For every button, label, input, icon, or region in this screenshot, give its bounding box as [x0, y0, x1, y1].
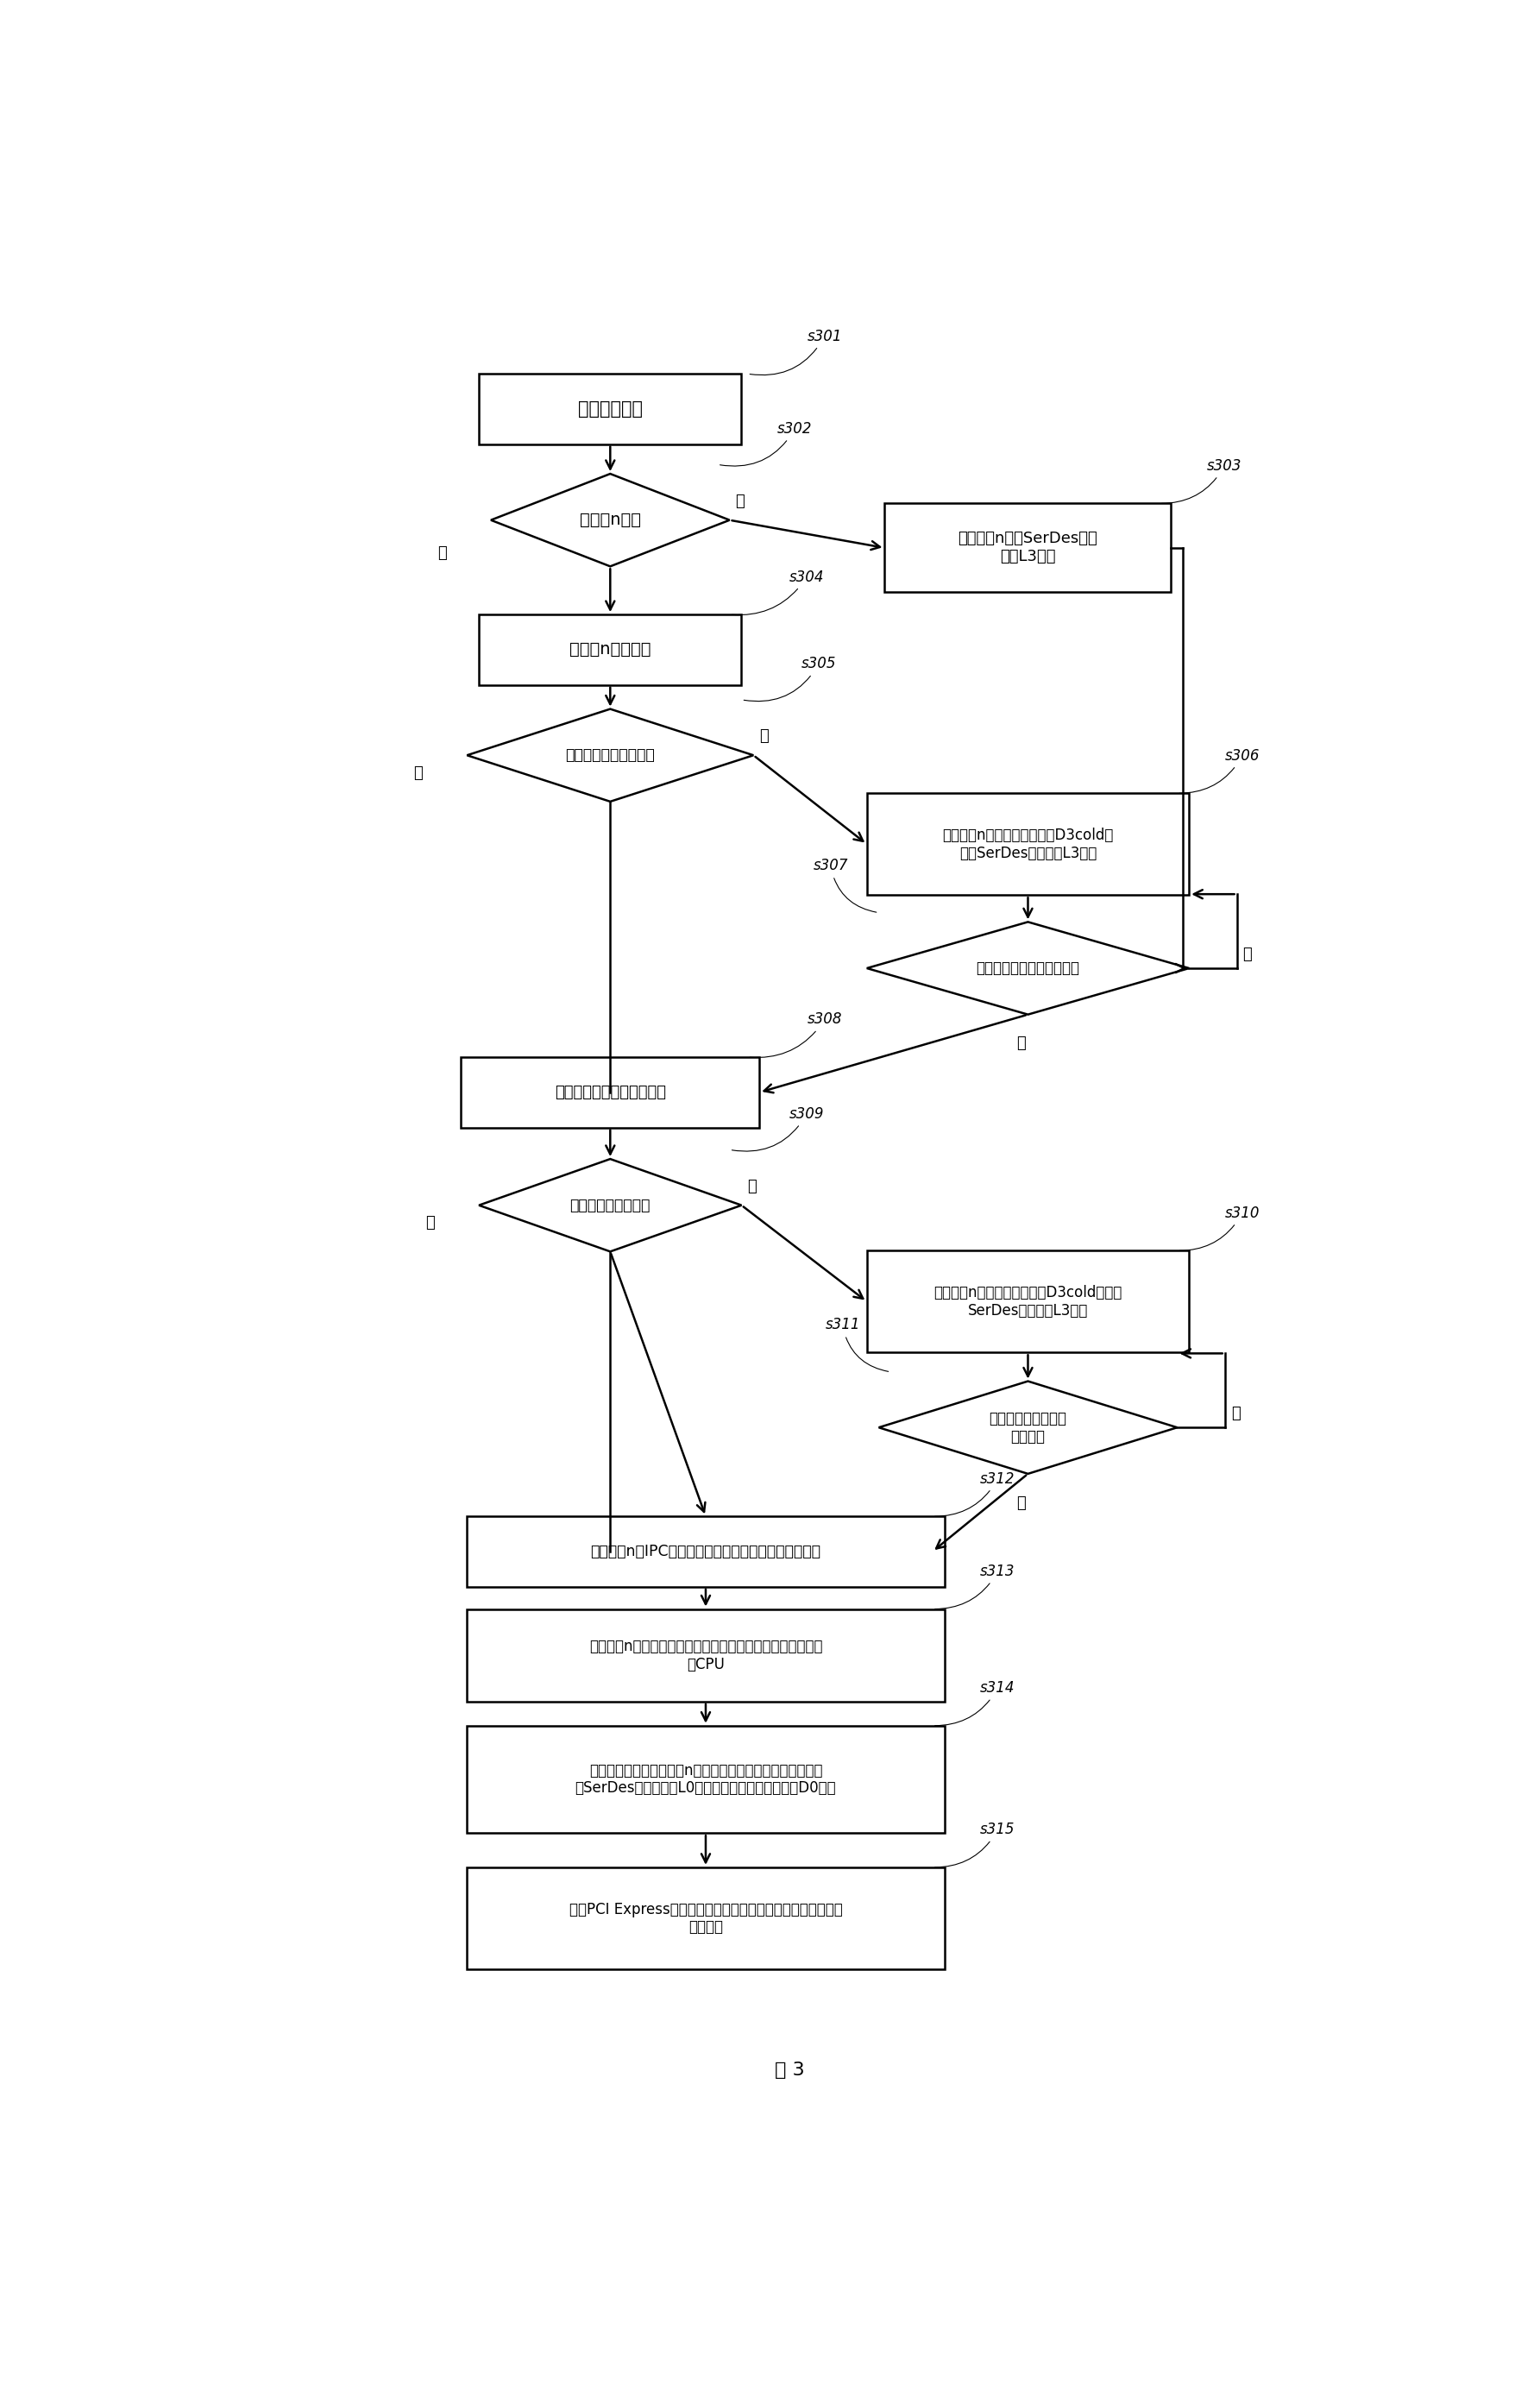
Text: 系统整机上电: 系统整机上电 [578, 399, 642, 418]
Bar [467, 1727, 944, 1833]
Text: 接口板物理接口正常: 接口板物理接口正常 [570, 1198, 650, 1212]
Polygon shape [491, 474, 730, 568]
Text: s307: s307 [813, 859, 876, 911]
Text: s305: s305 [744, 657, 836, 702]
Polygon shape [879, 1380, 1177, 1474]
Text: 是: 是 [1016, 1496, 1026, 1510]
Text: 业务板n上电正常: 业务板n上电正常 [570, 642, 651, 659]
Text: 等待本业务板的接口板在位: 等待本业务板的接口板在位 [976, 960, 1080, 976]
Text: 等待本接口板的物理
接口正常: 等待本接口板的物理 接口正常 [989, 1412, 1067, 1445]
Text: 系统PCI Express链路开始检测，轮询和配置的训练状态，系统
正常工作: 系统PCI Express链路开始检测，轮询和配置的训练状态，系统 正常工作 [570, 1902, 842, 1936]
Bar [479, 616, 742, 685]
Text: 本业务板n对应SerDes链路
处于L3状态: 本业务板n对应SerDes链路 处于L3状态 [958, 532, 1098, 565]
Text: 是: 是 [413, 765, 422, 782]
Text: 是: 是 [1016, 1037, 1026, 1051]
Text: s302: s302 [721, 421, 812, 467]
Bar [460, 1058, 759, 1128]
Bar [884, 503, 1170, 592]
Polygon shape [867, 921, 1189, 1015]
Bar [467, 1866, 944, 1970]
Text: s314: s314 [935, 1681, 1015, 1727]
Text: 否: 否 [1243, 948, 1252, 962]
Text: s309: s309 [732, 1106, 824, 1152]
Text: 本业务板n对应上行端口处于D3cold状
态，SerDes链路处于L3状态: 本业务板n对应上行端口处于D3cold状 态，SerDes链路处于L3状态 [942, 827, 1113, 861]
Text: s312: s312 [935, 1472, 1015, 1518]
Text: s315: s315 [935, 1823, 1015, 1866]
Text: 系统主控板确认某业务板n系统正常报文信息后将对应业务板
的SerDes链路设置为L0状态，业务板上行端口进入D0状态: 系统主控板确认某业务板n系统正常报文信息后将对应业务板 的SerDes链路设置为… [574, 1763, 836, 1797]
Text: 本业务板的接口板在位: 本业务板的接口板在位 [565, 748, 654, 762]
Text: s308: s308 [750, 1013, 842, 1058]
Text: 否: 否 [747, 1178, 756, 1193]
Text: s301: s301 [750, 329, 842, 375]
Bar [479, 373, 742, 445]
Polygon shape [479, 1159, 742, 1251]
Text: 否: 否 [759, 729, 768, 743]
Text: 是: 是 [425, 1215, 434, 1231]
Bar [867, 1251, 1189, 1352]
Polygon shape [467, 709, 753, 801]
Text: 本业务板n对应的系统正常报文信息在系统中路由传递到主控
板CPU: 本业务板n对应的系统正常报文信息在系统中路由传递到主控 板CPU [588, 1638, 822, 1671]
Text: 图 3: 图 3 [775, 2061, 804, 2078]
Text: s311: s311 [825, 1318, 889, 1371]
Text: 否: 否 [736, 493, 745, 510]
Bar [467, 1518, 944, 1587]
Text: 业务板n在位: 业务板n在位 [579, 512, 641, 529]
Bar [467, 1609, 944, 1703]
Text: s303: s303 [1161, 457, 1241, 503]
Text: 本业务板n对应上行端口处于D3cold状态，
SerDes链路处于L3状态: 本业务板n对应上行端口处于D3cold状态， SerDes链路处于L3状态 [933, 1284, 1123, 1318]
Text: s304: s304 [732, 570, 824, 616]
Text: 否: 否 [1230, 1407, 1240, 1421]
Bar [867, 794, 1189, 895]
Text: s313: s313 [935, 1563, 1015, 1609]
Text: 本业务板n在IPC通道上发送本业务板硬件系统正常报文: 本业务板n在IPC通道上发送本业务板硬件系统正常报文 [590, 1544, 821, 1558]
Text: 本业务板的接口板上电正常: 本业务板的接口板上电正常 [554, 1085, 665, 1099]
Text: s310: s310 [1180, 1205, 1260, 1251]
Text: s306: s306 [1180, 748, 1260, 794]
Text: 是: 是 [437, 546, 447, 560]
